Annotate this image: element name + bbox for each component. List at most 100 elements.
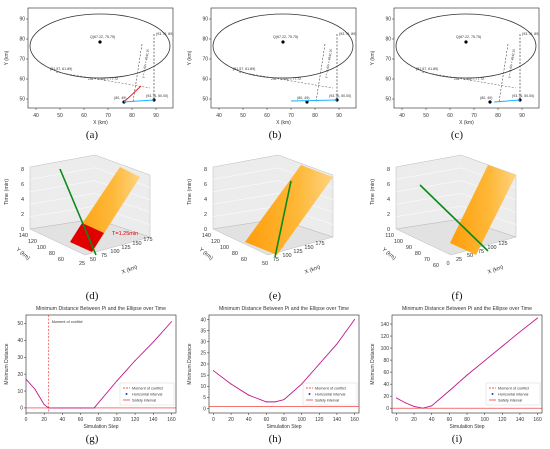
x-tick-label: 50 xyxy=(262,261,268,267)
side-equation-label: y = -0.42x + 4842.15 xyxy=(141,48,150,78)
y-axis-label: Y (km) xyxy=(381,247,397,262)
data-point xyxy=(212,370,214,372)
line-equation-label: 25x + 0.00y = 77.72 xyxy=(88,77,118,81)
data-point xyxy=(301,383,303,385)
x-tick-label: 100 xyxy=(487,245,496,251)
x-tick-label: 70 xyxy=(288,113,294,119)
x-tick-label: 100 xyxy=(282,253,291,259)
x-tick-label: 60 xyxy=(447,417,453,423)
panel-c: 40 50 60 70 80 90 50 60 70 80 90 X (km) Y (km) Q(67.2… xyxy=(366,0,550,126)
caption-b: (b) xyxy=(268,129,282,141)
tangent-line xyxy=(238,71,334,89)
y-tick-label: 15 xyxy=(200,373,206,379)
data-point xyxy=(134,360,136,362)
x-tick-label: 60 xyxy=(447,113,453,119)
axes-frame xyxy=(210,7,357,109)
x-tick-label: 175 xyxy=(315,241,324,247)
y-axis-label: Y (km) xyxy=(4,50,10,65)
legend-safety: Safety interval xyxy=(498,399,522,403)
data-point xyxy=(354,318,356,320)
x-tick-label: 125 xyxy=(121,245,130,251)
data-point xyxy=(422,407,424,409)
tangent-line xyxy=(421,71,517,89)
x-tick-label: 100 xyxy=(110,249,119,255)
y-tick-label: 5 xyxy=(203,395,206,401)
grid-line xyxy=(29,205,96,217)
y-tick-label: 60 xyxy=(433,263,439,269)
x-tick-label: 50 xyxy=(57,113,63,119)
point-top-right-label: (93.76, 89) xyxy=(339,32,356,36)
ellipse-plot-a: 40 50 60 70 80 90 50 60 70 80 90 X (km) Y (km) Q(67.2… xyxy=(4,7,173,126)
z-tick-label: 6 xyxy=(204,182,207,188)
x-tick-label: 100 xyxy=(297,417,306,423)
bottom-point xyxy=(305,100,309,104)
data-point xyxy=(448,390,450,392)
axes-frame xyxy=(393,7,540,109)
point-left-label: (51.57, 61.89) xyxy=(416,67,438,71)
y-tick-label: 70 xyxy=(202,57,208,63)
grid-line xyxy=(212,193,279,205)
legend-horizontal: Horizontal interval xyxy=(315,393,346,397)
x-tick-label: 120 xyxy=(131,417,140,423)
point-bottom-label: (80, 49) xyxy=(480,96,492,100)
x-tick-label: 140 xyxy=(149,417,158,423)
caption-f: (f) xyxy=(451,290,463,302)
panel-f: 0 2 4 6 8 Time (min) 110 100 90 80 70 60 Y (km) 0 25 50… xyxy=(366,147,550,287)
data-point xyxy=(152,341,154,343)
z-tick-label: 4 xyxy=(21,197,24,203)
y-tick-label: 10 xyxy=(200,384,206,390)
data-point xyxy=(34,388,36,390)
x-tick-label: 0 xyxy=(446,261,449,267)
side-dashed-line xyxy=(498,43,509,103)
data-point xyxy=(501,345,503,347)
data-point xyxy=(413,405,415,407)
x-tick-label: 125 xyxy=(293,249,302,255)
x-tick-label: 25 xyxy=(456,257,462,263)
y-tick-label: 100 xyxy=(37,245,46,251)
legend-horizontal: Horizontal interval xyxy=(498,393,529,397)
x-tick-label: 90 xyxy=(519,113,525,119)
x-axis-label: X (km) xyxy=(276,120,291,126)
x-tick-label: 40 xyxy=(216,113,222,119)
y-tick-label: 120 xyxy=(381,334,390,340)
z-tick-label: 6 xyxy=(387,182,390,188)
y-tick-label: 60 xyxy=(241,257,247,263)
x-tick-label: 125 xyxy=(498,241,507,247)
aircraft-trajectory xyxy=(59,168,97,256)
x-tick-label: 40 xyxy=(33,113,39,119)
distance-line xyxy=(213,319,355,403)
y-tick-label: 25 xyxy=(200,351,206,357)
x-tick-label: 160 xyxy=(350,417,359,423)
y-tick-label: 20 xyxy=(383,394,389,400)
x-tick-label: 80 xyxy=(281,417,287,423)
axes-frame xyxy=(25,314,177,414)
z-tick-label: 8 xyxy=(387,167,390,173)
x-tick-label: 160 xyxy=(167,417,176,423)
y-tick-label: 0 xyxy=(386,406,389,412)
point-left-label: (51.57, 61.89) xyxy=(50,67,72,71)
panel-h: Minimum Distance Between Pi and the Elli… xyxy=(183,303,366,431)
y-tick-label: 90 xyxy=(406,245,412,251)
y-axis-label: Y (km) xyxy=(370,50,376,65)
cyan-trajectory xyxy=(290,99,338,102)
x-tick-label: 140 xyxy=(516,417,525,423)
legend-swatch-horizontal xyxy=(491,393,494,395)
data-point xyxy=(336,343,338,345)
x-tick-label: 80 xyxy=(96,417,102,423)
x-tick-label: 70 xyxy=(105,113,111,119)
caption-c: (c) xyxy=(450,129,464,141)
legend-conflict: Moment of conflict xyxy=(132,387,164,391)
y-tick-label: 90 xyxy=(202,17,208,23)
caption-i: (i) xyxy=(451,433,463,445)
cyan-trajectory xyxy=(493,99,521,103)
data-point xyxy=(274,401,276,403)
x-tick-label: 60 xyxy=(78,417,84,423)
x-axis-label: Simulation Step xyxy=(266,424,301,430)
caption-g: (g) xyxy=(85,433,99,445)
z-axis-label: Time (min) xyxy=(370,179,376,205)
conflict-segment xyxy=(70,223,104,252)
z-tick-label: 0 xyxy=(21,227,24,233)
z-tick-label: 2 xyxy=(204,212,207,218)
z-axis-label: Time (min) xyxy=(4,179,10,205)
